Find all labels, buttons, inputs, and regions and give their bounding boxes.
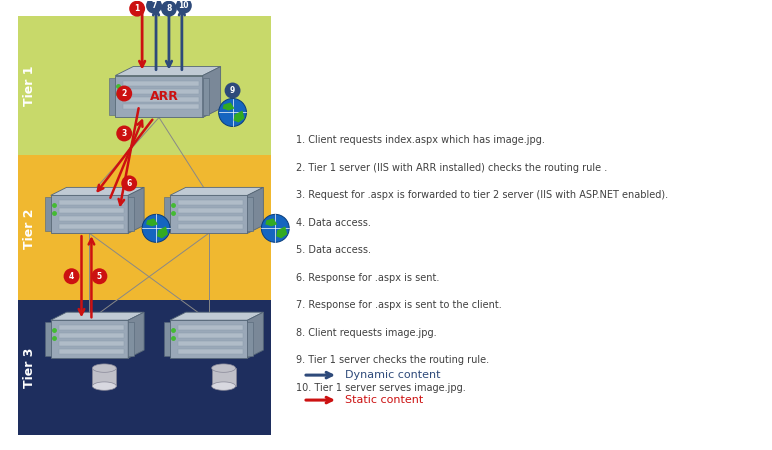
Polygon shape	[45, 322, 51, 356]
Polygon shape	[276, 226, 287, 238]
Bar	[18, 16, 271, 155]
Text: 7. Response for .aspx is sent to the client.: 7. Response for .aspx is sent to the cli…	[296, 300, 502, 310]
Polygon shape	[59, 208, 124, 213]
Polygon shape	[59, 333, 124, 338]
Polygon shape	[178, 200, 243, 205]
Polygon shape	[222, 103, 235, 111]
Polygon shape	[124, 104, 198, 109]
Polygon shape	[128, 187, 144, 233]
Text: Static content: Static content	[345, 395, 423, 405]
Text: 5: 5	[96, 272, 102, 281]
Polygon shape	[170, 320, 248, 358]
Polygon shape	[110, 77, 115, 116]
Polygon shape	[266, 218, 277, 226]
Bar	[18, 300, 271, 435]
Text: 6: 6	[127, 179, 132, 188]
Circle shape	[176, 0, 191, 14]
Text: 7: 7	[151, 1, 157, 10]
Text: 2: 2	[122, 89, 127, 98]
Polygon shape	[128, 198, 134, 231]
Text: Tier 2: Tier 2	[23, 208, 36, 248]
Polygon shape	[115, 76, 203, 117]
Polygon shape	[59, 341, 124, 346]
Polygon shape	[170, 187, 263, 195]
Polygon shape	[212, 368, 235, 386]
Polygon shape	[128, 322, 134, 356]
Polygon shape	[248, 322, 253, 356]
Circle shape	[142, 214, 170, 242]
Polygon shape	[115, 67, 221, 76]
Polygon shape	[93, 368, 117, 386]
Polygon shape	[128, 312, 144, 358]
Text: 2. Tier 1 server (IIS with ARR installed) checks the routing rule .: 2. Tier 1 server (IIS with ARR installed…	[296, 163, 608, 173]
Polygon shape	[51, 187, 144, 195]
Polygon shape	[178, 333, 243, 338]
Polygon shape	[203, 67, 221, 117]
Polygon shape	[157, 226, 168, 238]
Polygon shape	[51, 195, 128, 233]
Polygon shape	[124, 89, 198, 94]
Circle shape	[218, 99, 246, 126]
Text: Tier 3: Tier 3	[23, 348, 36, 388]
Polygon shape	[59, 349, 124, 354]
Polygon shape	[234, 111, 245, 122]
Polygon shape	[170, 195, 248, 233]
Text: 9. Tier 1 server checks the routing rule.: 9. Tier 1 server checks the routing rule…	[296, 355, 489, 365]
Circle shape	[161, 0, 177, 17]
Text: 3: 3	[122, 129, 127, 138]
Polygon shape	[124, 96, 198, 102]
Polygon shape	[248, 187, 263, 233]
Text: Tier 1: Tier 1	[23, 65, 36, 106]
Polygon shape	[93, 364, 117, 372]
Text: 4: 4	[69, 272, 74, 281]
Polygon shape	[212, 364, 235, 372]
Polygon shape	[248, 198, 253, 231]
Polygon shape	[146, 218, 158, 226]
Bar	[18, 155, 271, 303]
Polygon shape	[178, 216, 243, 221]
Text: 8. Client requests image.jpg.: 8. Client requests image.jpg.	[296, 328, 437, 338]
Polygon shape	[164, 198, 170, 231]
Polygon shape	[124, 81, 198, 86]
Polygon shape	[178, 208, 243, 213]
Polygon shape	[59, 200, 124, 205]
Text: Dynamic content: Dynamic content	[345, 370, 440, 380]
Circle shape	[129, 0, 145, 17]
Text: 8: 8	[166, 4, 171, 13]
Circle shape	[262, 214, 290, 242]
Polygon shape	[59, 216, 124, 221]
Circle shape	[91, 268, 107, 284]
Polygon shape	[203, 77, 208, 116]
Polygon shape	[51, 312, 144, 320]
Text: 4. Data access.: 4. Data access.	[296, 218, 371, 228]
Polygon shape	[178, 225, 243, 230]
Polygon shape	[212, 382, 235, 390]
Circle shape	[117, 126, 132, 141]
Polygon shape	[164, 322, 170, 356]
Circle shape	[225, 82, 241, 99]
Circle shape	[63, 268, 80, 284]
Text: 10. Tier 1 server serves image.jpg.: 10. Tier 1 server serves image.jpg.	[296, 382, 466, 392]
Polygon shape	[45, 198, 51, 231]
Circle shape	[121, 176, 137, 191]
Text: 5. Data access.: 5. Data access.	[296, 245, 371, 255]
Polygon shape	[59, 325, 124, 330]
Polygon shape	[51, 320, 128, 358]
Polygon shape	[248, 312, 263, 358]
Text: 10: 10	[178, 1, 189, 10]
Text: 3. Request for .aspx is forwarded to tier 2 server (IIS with ASP.NET enabled).: 3. Request for .aspx is forwarded to tie…	[296, 190, 669, 200]
Polygon shape	[178, 341, 243, 346]
Polygon shape	[178, 325, 243, 330]
Text: 1. Client requests index.aspx which has image.jpg.: 1. Client requests index.aspx which has …	[296, 135, 545, 145]
Polygon shape	[178, 349, 243, 354]
Polygon shape	[59, 225, 124, 230]
Text: 6. Response for .aspx is sent.: 6. Response for .aspx is sent.	[296, 273, 439, 283]
Text: ARR: ARR	[150, 90, 178, 103]
Circle shape	[146, 0, 162, 14]
Polygon shape	[170, 312, 263, 320]
Circle shape	[117, 86, 132, 102]
Text: 1: 1	[134, 4, 140, 13]
Polygon shape	[93, 382, 117, 390]
Text: 9: 9	[230, 86, 235, 95]
